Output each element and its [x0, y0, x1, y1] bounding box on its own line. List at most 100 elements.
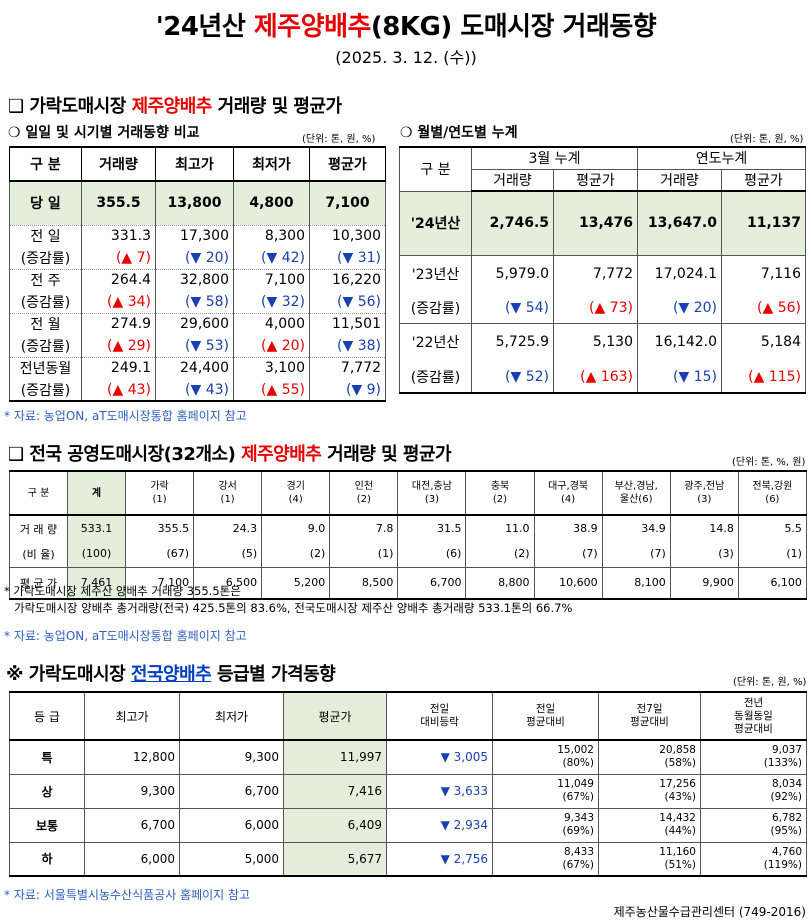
nation-header: 인천 (2)	[329, 470, 399, 516]
cell-value: 12,800	[84, 739, 180, 775]
nation-table: 구 분 계 가락 (1) 강서 (1) 경기 (4) 인천 (2) 대전,충남 (3) 충…	[9, 470, 807, 600]
compare-pct: (133%)	[763, 757, 802, 770]
cell-value: 7,116	[721, 254, 806, 293]
cell-value: 10,600	[533, 566, 603, 600]
cell-value: 11,501	[309, 312, 386, 335]
monthly-subheader: 평균가	[721, 168, 806, 192]
row-label: '23년산	[399, 254, 472, 293]
section-3-pre: 가락도매시장	[28, 664, 131, 685]
cell-value: 17,300	[155, 224, 234, 247]
region-count: (3)	[697, 494, 712, 505]
monthly-header: 연도누계	[637, 146, 806, 170]
grade-header-row: 등 급 최고가 최저가 평균가 전일 대비등락 전일 평균대비 전7일 평균대비…	[9, 691, 807, 741]
nation-header: 대전,충남 (3)	[397, 470, 467, 516]
cell-value: 16,220	[309, 268, 386, 291]
diff-value: ▼ 2,756	[386, 841, 493, 877]
compare-value: 8,034	[771, 778, 802, 790]
section-2-heading: ❑ 전국 공영도매시장(32개소) 제주양배추 거래량 및 평균가	[8, 440, 452, 466]
compare-pct: (119%)	[763, 858, 802, 871]
daily-change-row: (증감률) (▲ 7) (▼ 20) (▼ 42) (▼ 31)	[9, 247, 386, 269]
cell-value: (7)	[533, 541, 603, 568]
compare-value: 15,002	[557, 744, 594, 757]
compare-cell: 8,433 (67%)	[492, 841, 599, 877]
grade-label: 특	[9, 739, 85, 775]
section-1-post: 거래량 및 평균가	[211, 96, 342, 117]
section-3-heading: ※ 가락도매시장 전국양배추 등급별 가격동향	[6, 660, 336, 686]
section-1-heading: ❑ 가락도매시장 제주양배추 거래량 및 평균가	[8, 92, 342, 118]
source-note-1: * 자료: 농업ON, aT도매시장통합 홈페이지 참고	[4, 409, 247, 423]
cell-value: 5.5	[737, 514, 807, 541]
monthly-subheader: 거래량	[471, 168, 554, 192]
cell-value: 34.9	[601, 514, 671, 541]
nation-header: 강서 (1)	[193, 470, 263, 516]
cell-value: 9.0	[261, 514, 331, 541]
cell-value: 6,700	[179, 773, 284, 809]
compare-cell: 6,782 (95%)	[700, 807, 807, 843]
monthly-row: '23년산 5,979.0 7,772 17,024.1 7,116	[399, 254, 806, 293]
cell-value: (100)	[67, 541, 126, 568]
grade-row: 특 12,800 9,300 11,997 ▼ 3,005 15,002 (80%) 20,8…	[9, 739, 807, 775]
daily-row: 전년동월 249.1 24,400 3,100 7,772	[9, 356, 386, 379]
monthly-row: '22년산 5,725.9 5,130 16,142.0 5,184	[399, 322, 806, 361]
cell-value: 13,476	[553, 190, 638, 256]
grade-label: 하	[9, 841, 85, 877]
cell-value: 4,000	[233, 312, 310, 335]
title-highlight: 제주양배추	[253, 12, 372, 42]
monthly-table: 구 분 3월 누계 연도누계 거래량 평균가 거래량 평균가 '24년산 2,7…	[399, 146, 806, 394]
daily-row: 전 일 331.3 17,300 8,300 10,300	[9, 224, 386, 247]
row-label: 전 월	[9, 312, 82, 335]
daily-change-row: (증감률) (▲ 34) (▼ 58) (▼ 32) (▼ 56)	[9, 291, 386, 313]
cell-value: 9,300	[179, 739, 284, 775]
grade-label: 상	[9, 773, 85, 809]
row-label: 평 균 가	[9, 566, 68, 600]
footer-credit: 제주농산물수급관리센터 (749-2016)	[613, 905, 806, 919]
compare-pct: (43%)	[664, 791, 696, 803]
region-count: (2)	[356, 494, 371, 505]
cell-value: (7)	[601, 541, 671, 568]
grade-header: 평균가	[283, 691, 387, 741]
change-label: (증감률)	[399, 293, 472, 324]
cell-value: 6,100	[737, 566, 807, 600]
cell-value: (1)	[329, 541, 399, 568]
report-date: (2025. 3. 12. (수))	[335, 48, 477, 67]
compare-value: 9,343	[563, 812, 594, 824]
grade-header: 최고가	[84, 691, 180, 741]
section-2-pre: 전국 공영도매시장(32개소)	[29, 444, 242, 465]
cell-value: 6,409	[283, 807, 387, 843]
cell-value: (67)	[124, 541, 195, 568]
region-count: (1)	[220, 494, 235, 505]
grade-header: 등 급	[9, 691, 85, 741]
cell-value: 17,024.1	[637, 254, 722, 293]
row-label: '24년산	[399, 190, 472, 256]
cell-value: 38.9	[533, 514, 603, 541]
cell-value: (2)	[465, 541, 535, 568]
daily-subtitle: ❍ 일일 및 시기별 거래동향 비교	[8, 125, 200, 141]
cell-value: 7,100	[233, 268, 310, 291]
cell-value: 32,800	[155, 268, 234, 291]
diff-value: ▼ 3,005	[386, 739, 493, 775]
diff-value: ▼ 3,633	[386, 773, 493, 809]
compare-pct: (67%)	[562, 791, 594, 803]
cell-value: (3)	[669, 541, 739, 568]
monthly-change-row: (증감률) (▼ 52) (▲ 163) (▼ 15) (▲ 115)	[399, 361, 806, 394]
grade-row: 하 6,000 5,000 5,677 ▼ 2,756 8,433 (67%) 11,160(…	[9, 841, 807, 877]
change-value: (▼ 20)	[155, 247, 234, 269]
cell-value: 11,137	[721, 190, 806, 256]
section-marker: ※	[6, 664, 24, 685]
nation-header: 대구,경북 (4)	[533, 470, 603, 516]
title-prefix: '24년산	[155, 12, 254, 42]
compare-cell: 4,760 (119%)	[700, 841, 807, 877]
cell-value: 11,997	[283, 739, 387, 775]
grade-header: 전일 평균대비	[492, 691, 599, 741]
change-value: (▲ 29)	[81, 335, 156, 357]
cell-value: 11.0	[465, 514, 535, 541]
compare-pct: (95%)	[770, 825, 802, 837]
change-value: (▼ 32)	[233, 291, 310, 313]
compare-cell: 11,160 (51%)	[598, 841, 701, 877]
cell-value: (6)	[397, 541, 467, 568]
compare-cell: 9,037 (133%)	[700, 739, 807, 775]
cell-value: 355.5	[124, 514, 195, 541]
cell-value: (2)	[261, 541, 331, 568]
compare-pct: (69%)	[562, 825, 594, 837]
compare-pct: (58%)	[664, 757, 696, 770]
